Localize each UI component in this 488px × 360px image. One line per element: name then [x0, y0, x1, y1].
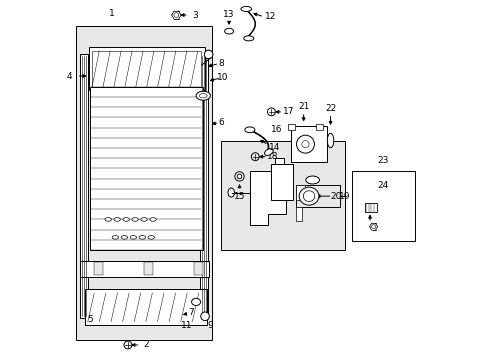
- Ellipse shape: [244, 36, 253, 41]
- Ellipse shape: [112, 235, 119, 239]
- Text: 12: 12: [264, 12, 275, 21]
- Bar: [364, 203, 376, 212]
- Bar: [200, 54, 207, 318]
- Bar: [287, 125, 294, 130]
- Text: 21: 21: [297, 102, 309, 111]
- Bar: [194, 262, 203, 275]
- Ellipse shape: [121, 235, 127, 239]
- Bar: [351, 171, 414, 241]
- Ellipse shape: [234, 172, 244, 181]
- Text: 13: 13: [222, 10, 234, 19]
- Ellipse shape: [326, 134, 333, 148]
- Ellipse shape: [139, 235, 145, 239]
- Bar: [274, 158, 284, 164]
- Text: 17: 17: [282, 107, 293, 116]
- Ellipse shape: [224, 28, 233, 34]
- Bar: [94, 262, 102, 275]
- Text: 16: 16: [270, 125, 282, 134]
- Text: 14: 14: [268, 143, 279, 152]
- Text: 15: 15: [233, 192, 244, 201]
- Bar: [296, 185, 339, 207]
- Bar: [296, 185, 305, 200]
- Bar: [80, 261, 208, 277]
- Bar: [80, 54, 88, 318]
- Bar: [290, 126, 326, 162]
- Text: 4: 4: [66, 72, 72, 81]
- Ellipse shape: [149, 218, 156, 221]
- Bar: [296, 207, 301, 221]
- Text: 23: 23: [377, 156, 388, 165]
- Ellipse shape: [299, 187, 318, 205]
- Circle shape: [201, 312, 209, 320]
- Bar: [89, 87, 202, 250]
- Ellipse shape: [105, 218, 111, 221]
- Bar: [221, 140, 344, 250]
- Ellipse shape: [305, 176, 319, 184]
- Text: 7: 7: [187, 308, 193, 317]
- Ellipse shape: [191, 298, 200, 306]
- Bar: [88, 47, 204, 90]
- Ellipse shape: [122, 218, 129, 221]
- Bar: [85, 289, 206, 325]
- Bar: [76, 26, 212, 339]
- Bar: [144, 262, 153, 275]
- Ellipse shape: [130, 235, 136, 239]
- Ellipse shape: [244, 127, 254, 133]
- Polygon shape: [249, 171, 285, 225]
- Text: 8: 8: [218, 59, 224, 68]
- Circle shape: [204, 50, 212, 59]
- Ellipse shape: [196, 91, 210, 100]
- Text: 1: 1: [109, 9, 115, 18]
- Text: 22: 22: [325, 104, 336, 113]
- Text: 3: 3: [192, 10, 198, 19]
- Ellipse shape: [237, 174, 241, 179]
- Text: 24: 24: [377, 181, 388, 190]
- Text: 20: 20: [329, 192, 341, 201]
- Text: 6: 6: [218, 118, 224, 127]
- Ellipse shape: [132, 218, 138, 221]
- Text: 19: 19: [339, 192, 350, 201]
- Ellipse shape: [264, 149, 273, 156]
- Text: 9: 9: [207, 321, 213, 330]
- Ellipse shape: [141, 218, 147, 221]
- Text: 18: 18: [267, 152, 278, 161]
- Ellipse shape: [148, 235, 154, 239]
- Text: 10: 10: [217, 73, 228, 82]
- Ellipse shape: [114, 218, 120, 221]
- Text: 5: 5: [87, 315, 93, 324]
- Bar: [271, 164, 292, 200]
- Bar: [316, 125, 323, 130]
- Text: 11: 11: [181, 321, 192, 330]
- Ellipse shape: [227, 188, 234, 197]
- Ellipse shape: [241, 6, 251, 12]
- Bar: [92, 51, 201, 87]
- Text: 2: 2: [143, 341, 148, 350]
